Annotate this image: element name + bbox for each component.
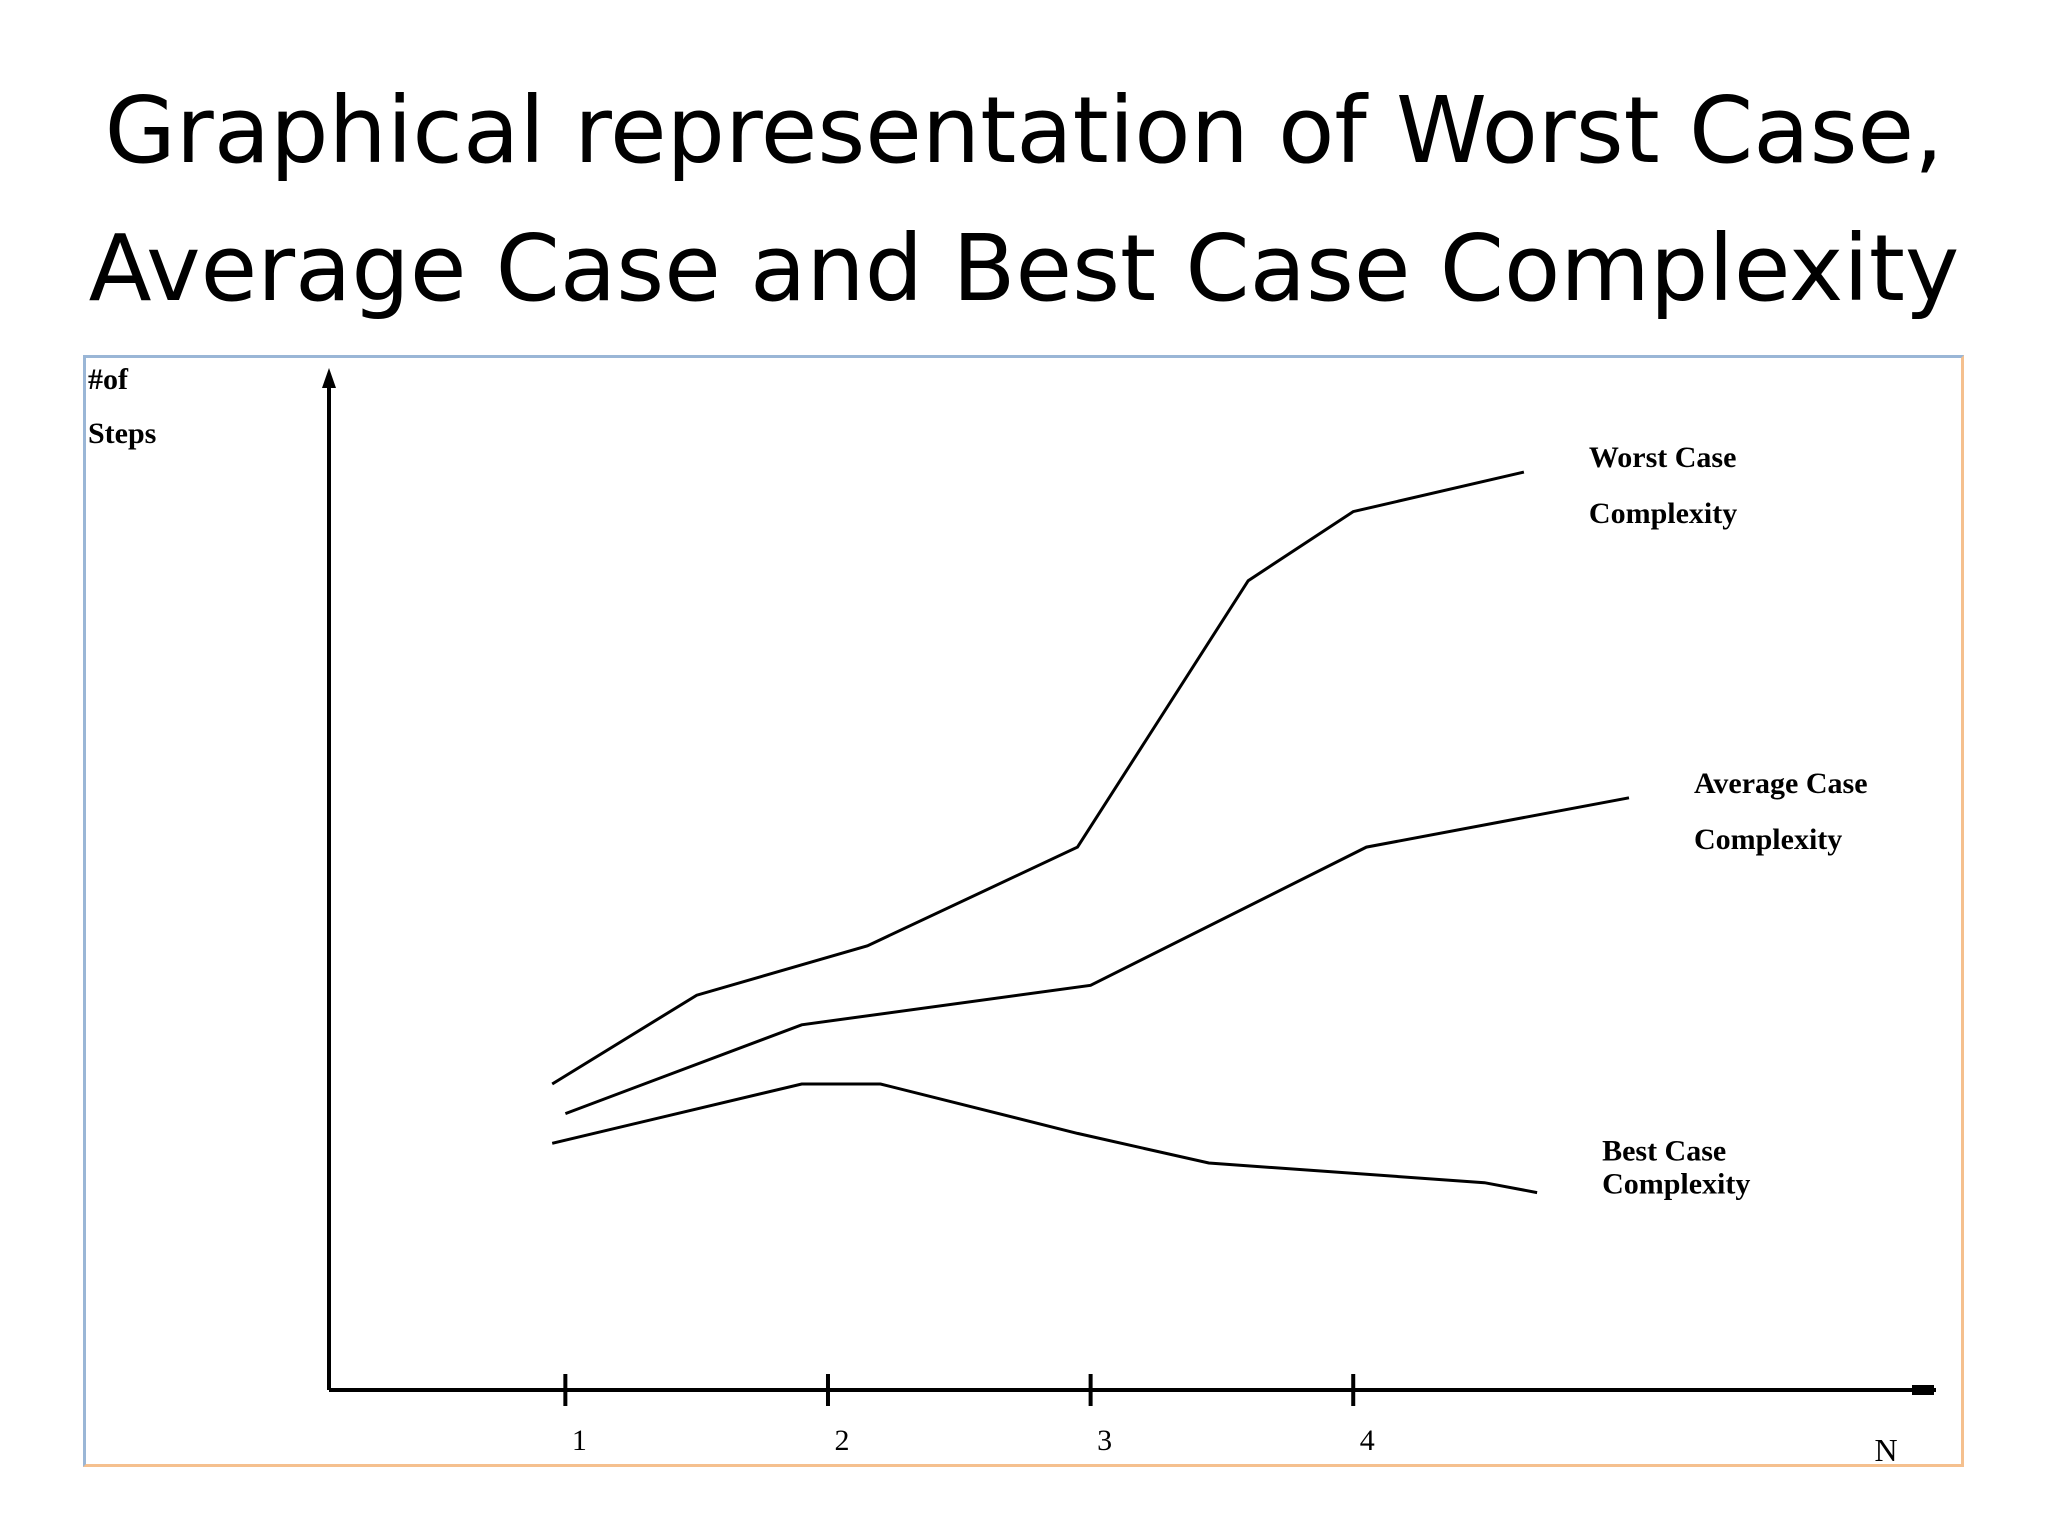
y-axis-arrowhead [322, 368, 336, 388]
series-line-1 [551, 470, 1525, 1086]
series-label-1-line-1: Worst Case [1589, 441, 1736, 474]
slide-title-line-2: Average Case and Best Case Complexity [88, 215, 1960, 322]
y-axis-label: #of Steps [88, 363, 156, 450]
y-axis-label-line-1: #of [88, 363, 129, 396]
chart-frame: #of Steps N 1 2 3 4 Worst Case Complexity Ave… [83, 355, 1964, 1468]
series-line-3 [551, 1082, 1538, 1195]
complexity-line-chart: #of Steps N 1 2 3 4 Worst Case Complexity Ave… [88, 363, 1936, 1468]
series-line-2 [564, 796, 1630, 1116]
y-axis-label-line-2: Steps [88, 417, 156, 450]
x-axis-arrowhead [1912, 1385, 1934, 1395]
series-label-2-line-2: Complexity [1694, 823, 1842, 856]
series-label-3-line-1: Best Case [1602, 1135, 1726, 1168]
x-tick-label: 4 [1360, 1424, 1375, 1457]
series-label-3-line-2: Complexity [1602, 1168, 1750, 1201]
axes [322, 368, 1936, 1395]
x-ticks: 1 2 3 4 [563, 1374, 1375, 1457]
series-labels: Worst Case Complexity Average Case Complexi… [1589, 441, 1868, 1201]
x-tick-label: 3 [1097, 1424, 1112, 1457]
x-tick-label: 2 [834, 1424, 849, 1457]
series-label-1-line-2: Complexity [1589, 497, 1737, 530]
slide-title-line-1: Graphical representation of Worst Case, [104, 77, 1944, 184]
x-axis-label: N [1874, 1432, 1897, 1464]
slide-title: Graphical representation of Worst Case, … [0, 62, 2048, 338]
series-lines [551, 470, 1630, 1195]
x-tick-label: 1 [572, 1424, 587, 1457]
series-label-2-line-1: Average Case [1694, 767, 1868, 800]
